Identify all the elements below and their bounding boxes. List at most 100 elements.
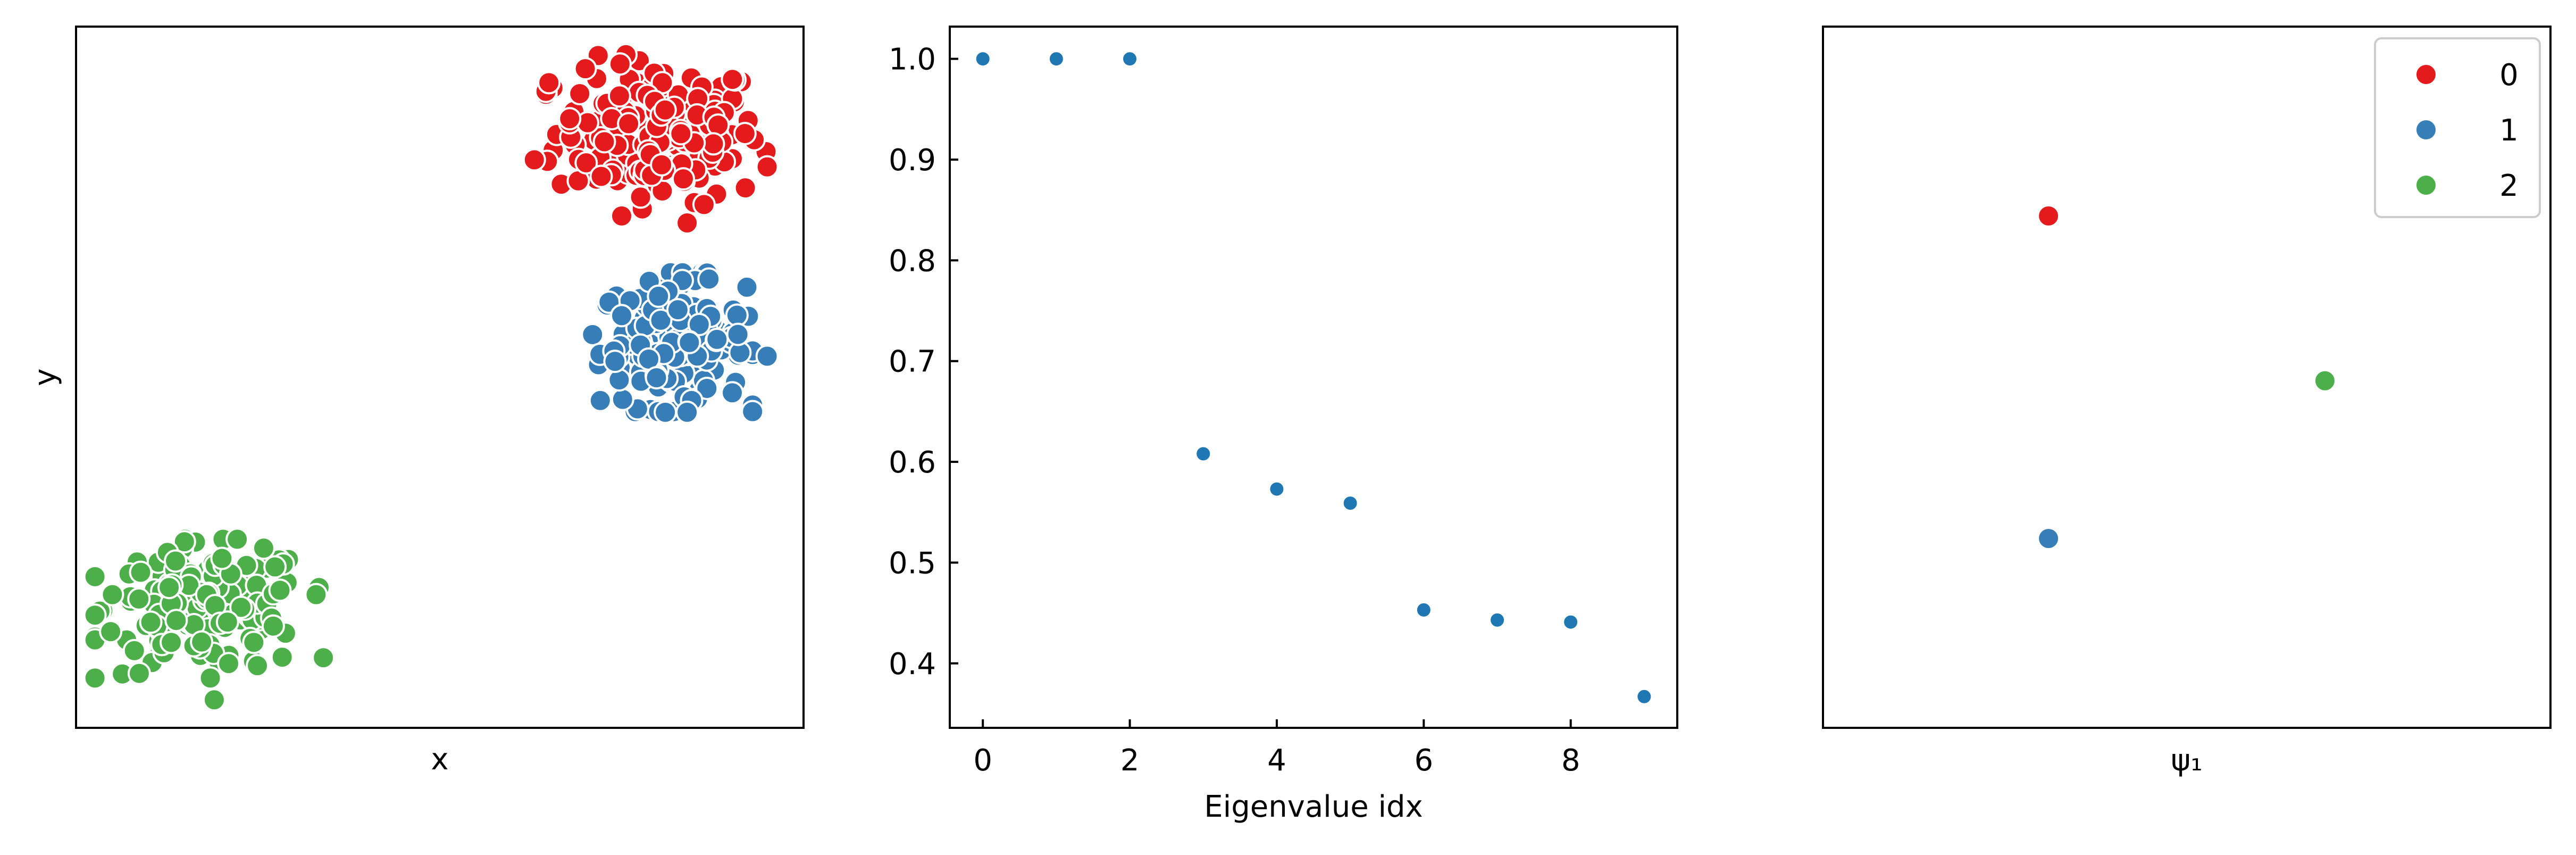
- cluster-0-point: [607, 84, 631, 108]
- cluster-2-point: [242, 630, 266, 654]
- cluster-0-point: [589, 164, 613, 188]
- embedding-point-0: [2037, 204, 2061, 228]
- eigenvalue-x-tick-label: 8: [1561, 743, 1580, 778]
- cluster-1-point: [610, 304, 633, 328]
- cluster-2-point: [160, 630, 183, 654]
- embedding-x-axis-label: ψ₁: [2171, 743, 2202, 778]
- cluster-points: [83, 43, 779, 712]
- cluster-0-point: [755, 155, 779, 179]
- eigenvalue-point: [1268, 480, 1285, 497]
- cluster-plot-frame: [75, 26, 805, 729]
- cluster-2-point: [127, 587, 151, 611]
- cluster-1-point: [741, 400, 765, 424]
- cluster-2-point: [304, 583, 328, 607]
- cluster-0-point: [701, 132, 725, 156]
- cluster-2-point: [127, 661, 151, 685]
- cluster-0-point: [653, 98, 677, 122]
- cluster-1-point: [645, 366, 668, 389]
- cluster-1-point: [755, 344, 779, 368]
- cluster-y-axis-label: y: [28, 368, 63, 386]
- cluster-2-point: [270, 645, 294, 669]
- cluster-2-point: [215, 610, 239, 634]
- cluster-1-point: [721, 381, 744, 405]
- cluster-0-point: [558, 107, 582, 131]
- cluster-0-point: [733, 122, 757, 145]
- eigenvalue-point: [1562, 613, 1579, 630]
- cluster-2-point: [157, 576, 181, 600]
- cluster-0-point: [733, 176, 757, 200]
- cluster-1-point: [695, 377, 719, 400]
- cluster-0-point: [692, 193, 716, 217]
- cluster-0-point: [650, 153, 674, 177]
- cluster-2-point: [164, 549, 187, 573]
- cluster-2-point: [202, 688, 226, 712]
- cluster-0-point: [672, 167, 695, 191]
- eigenvalue-point: [1415, 601, 1432, 618]
- legend-label-2: 2: [2499, 169, 2519, 203]
- legend-label-0: 0: [2499, 58, 2519, 93]
- cluster-2-point: [252, 536, 275, 560]
- cluster-1-point: [603, 350, 627, 373]
- legend-marker-2: [2414, 173, 2438, 197]
- cluster-2-point: [225, 527, 249, 551]
- legend-marker-0: [2414, 63, 2438, 86]
- cluster-2-point: [312, 646, 336, 670]
- eigenvalue-plot-frame: [949, 26, 1678, 729]
- cluster-0-point: [721, 68, 745, 92]
- eigenvalue-point: [1636, 688, 1653, 705]
- eigenvalue-y-tick-label: 1.0: [889, 43, 936, 77]
- cluster-2-point: [172, 530, 196, 554]
- cluster-2-point: [101, 583, 124, 607]
- eigenvalue-point: [1489, 611, 1506, 628]
- cluster-2-point: [268, 578, 292, 602]
- cluster-2-point: [263, 555, 287, 579]
- cluster-2-point: [129, 560, 153, 584]
- cluster-2-point: [198, 666, 222, 690]
- cluster-0-point: [573, 57, 597, 81]
- cluster-2-point: [139, 610, 163, 634]
- eigenvalue-panel: 0.4 0.5 0.6 0.7 0.8 0.9 1.0 0 2 4 6 8 Eigenvalue i…: [889, 26, 1678, 824]
- eigenvalue-x-ticks: 0 2 4 6 8: [973, 719, 1580, 778]
- cluster-1-point: [666, 298, 690, 322]
- cluster-1-point: [678, 330, 701, 354]
- cluster-0-point: [617, 112, 641, 136]
- cluster-1-point: [697, 267, 721, 291]
- eigenvalue-y-tick-label: 0.8: [889, 244, 936, 278]
- legend: 0 1 2: [2374, 37, 2541, 218]
- cluster-1-point: [654, 400, 678, 424]
- embedding-point-2: [2313, 369, 2337, 393]
- cluster-1-point: [725, 303, 749, 327]
- cluster-0-point: [610, 204, 633, 228]
- cluster-2-point: [122, 638, 146, 662]
- cluster-2-point: [246, 654, 269, 678]
- eigenvalue-y-tick-label: 0.5: [889, 546, 936, 580]
- eigenvalue-point: [1342, 495, 1359, 512]
- legend-marker-1: [2414, 118, 2438, 142]
- cluster-1-point: [588, 388, 612, 412]
- eigenvalue-y-tick-label: 0.7: [889, 345, 936, 379]
- eigenvalue-point: [1195, 445, 1212, 462]
- embedding-point-1: [2037, 527, 2061, 551]
- embedding-panel: ψ₁ 0 1 2: [1822, 26, 2552, 778]
- cluster-0-point: [537, 71, 561, 95]
- cluster-1-point: [705, 327, 729, 351]
- cluster-2-point: [164, 609, 188, 633]
- cluster-1-point: [735, 275, 759, 299]
- legend-items: 0 1 2: [2414, 58, 2519, 203]
- eigenvalue-y-tick-label: 0.4: [889, 647, 936, 682]
- cluster-2-point: [210, 546, 234, 570]
- eigenvalue-y-tick-label: 0.6: [889, 445, 936, 480]
- cluster-scatter-panel: x y: [28, 26, 805, 777]
- cluster-0-point: [675, 211, 699, 235]
- cluster-1-point: [687, 312, 711, 336]
- eigenvalue-point: [1048, 51, 1065, 68]
- eigenvalue-x-tick-label: 2: [1120, 743, 1140, 778]
- eigenvalue-points: [974, 51, 1653, 705]
- cluster-1-point: [581, 322, 605, 346]
- cluster-2-point: [83, 666, 107, 690]
- cluster-2-point: [83, 603, 107, 627]
- cluster-1-point: [726, 322, 750, 346]
- cluster-2-point: [190, 630, 214, 654]
- cluster-2-point: [261, 614, 285, 638]
